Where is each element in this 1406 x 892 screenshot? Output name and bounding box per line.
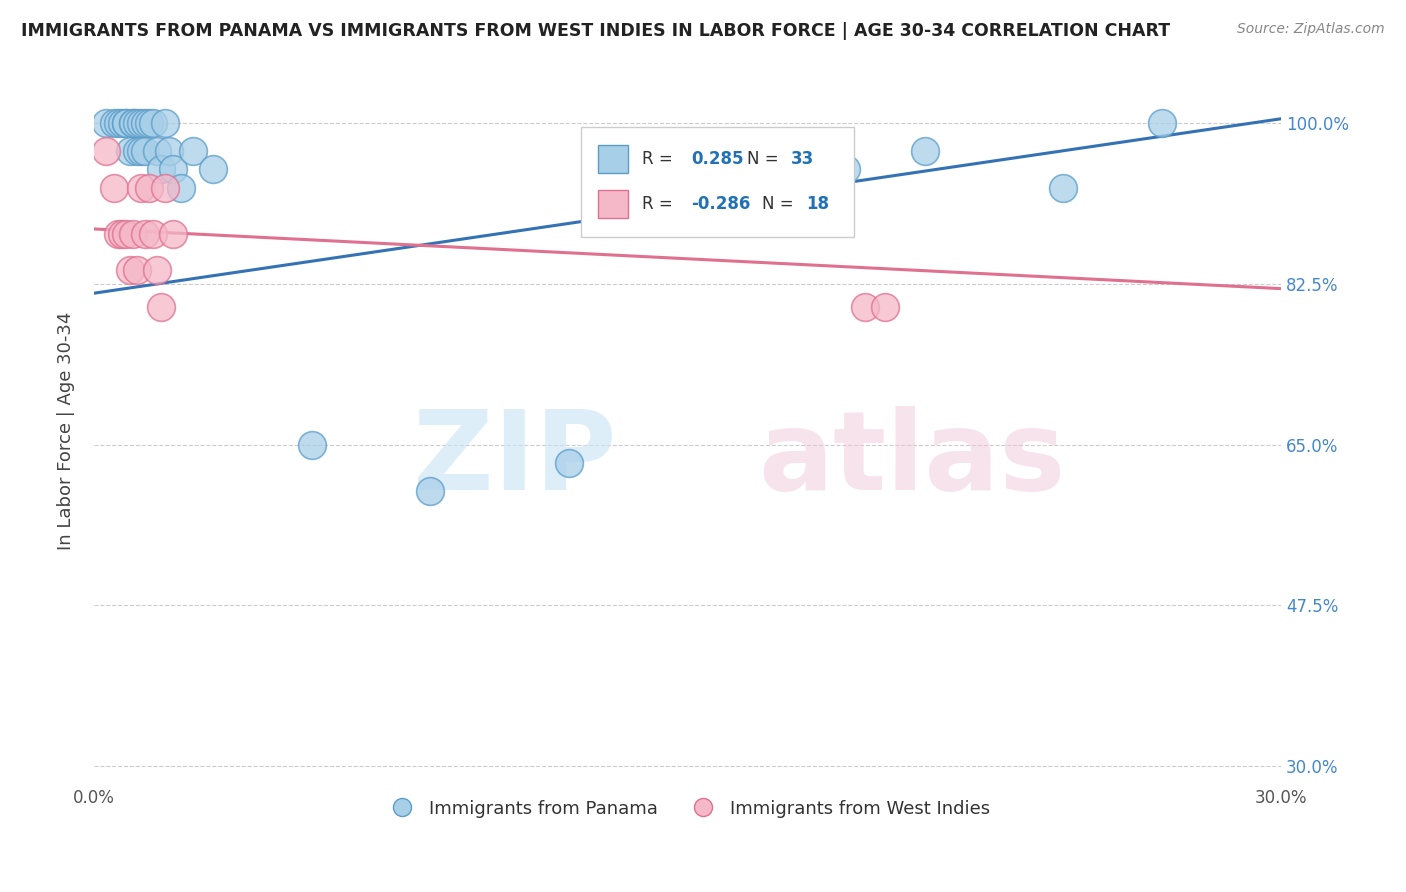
Point (134, 144, 156, 158)
Point (107, 116, 129, 130)
Point (114, 116, 136, 130)
Point (153, 116, 176, 130)
Point (170, 180, 193, 194)
Point (131, 116, 153, 130)
Text: -0.286: -0.286 (690, 195, 751, 213)
Point (122, 116, 145, 130)
Point (558, 456, 581, 470)
Point (131, 144, 153, 158)
Point (162, 162, 184, 177)
Point (181, 144, 204, 158)
Point (201, 162, 224, 177)
Point (150, 300, 173, 314)
Text: N =: N = (762, 195, 799, 213)
Point (142, 227, 165, 241)
Text: R =: R = (643, 195, 678, 213)
Point (157, 144, 180, 158)
Point (301, 438, 323, 452)
FancyBboxPatch shape (581, 127, 853, 236)
Point (153, 180, 176, 194)
Point (1052, 180, 1074, 194)
Point (127, 144, 149, 158)
Point (103, 180, 125, 194)
Point (1152, 116, 1174, 130)
Point (114, 227, 136, 241)
Text: 0.285: 0.285 (690, 150, 744, 169)
Point (94, 116, 117, 130)
Point (107, 227, 129, 241)
Point (122, 116, 145, 130)
Point (696, 180, 718, 194)
Point (111, 116, 134, 130)
Legend: Immigrants from Panama, Immigrants from West Indies: Immigrants from Panama, Immigrants from … (377, 792, 998, 825)
Text: IMMIGRANTS FROM PANAMA VS IMMIGRANTS FROM WEST INDIES IN LABOR FORCE | AGE 30-34: IMMIGRANTS FROM PANAMA VS IMMIGRANTS FRO… (21, 22, 1170, 40)
Point (162, 227, 184, 241)
Point (914, 144, 936, 158)
Point (875, 300, 897, 314)
Point (134, 116, 156, 130)
Point (419, 483, 441, 498)
Y-axis label: In Labor Force | Age 30-34: In Labor Force | Age 30-34 (58, 311, 75, 550)
Point (114, 116, 136, 130)
Text: Source: ZipAtlas.com: Source: ZipAtlas.com (1237, 22, 1385, 37)
Point (142, 116, 165, 130)
Point (118, 144, 141, 158)
Point (122, 227, 145, 241)
Bar (599, 145, 628, 173)
Point (855, 300, 877, 314)
Point (134, 227, 156, 241)
Bar (599, 190, 628, 219)
Text: atlas: atlas (759, 406, 1066, 513)
Text: N =: N = (747, 150, 783, 169)
Point (127, 263, 149, 277)
Point (138, 180, 160, 194)
Point (150, 162, 173, 177)
Point (103, 116, 125, 130)
Point (127, 116, 149, 130)
Text: 33: 33 (790, 150, 814, 169)
Point (131, 180, 153, 194)
Point (94, 144, 117, 158)
Point (835, 162, 858, 177)
Text: 18: 18 (806, 195, 830, 213)
Point (111, 227, 134, 241)
Text: R =: R = (643, 150, 678, 169)
Text: ZIP: ZIP (413, 406, 616, 513)
Point (146, 263, 169, 277)
Point (118, 263, 141, 277)
Point (138, 116, 160, 130)
Point (146, 144, 169, 158)
